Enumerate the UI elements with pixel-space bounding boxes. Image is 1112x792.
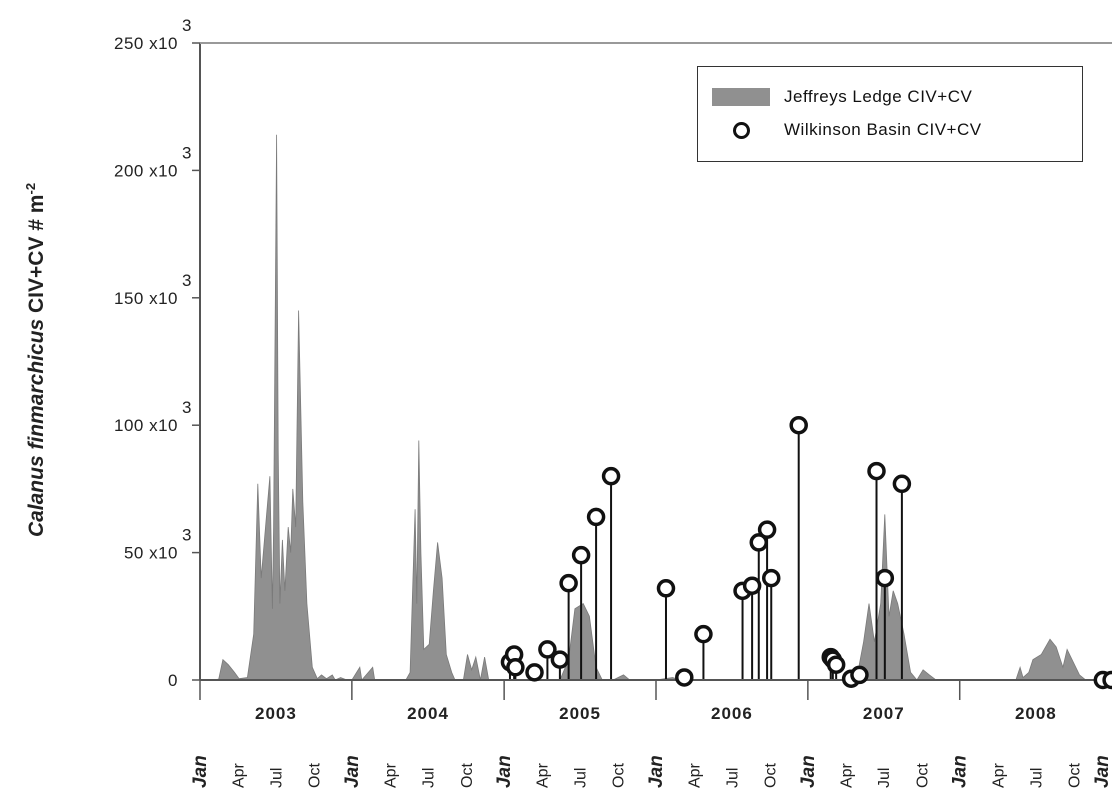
wilkinson-point (538, 640, 557, 659)
month-label: Oct (914, 763, 931, 788)
wilkinson-point (571, 545, 591, 565)
wilkinson-point (789, 415, 808, 435)
wilkinson-point (586, 507, 606, 527)
y-tick-exponent: 3 (182, 398, 191, 417)
y-axis-label: Calanus finmarchicus CIV+CV # m-2 (23, 183, 49, 537)
y-tick-label: 50 x10 (124, 544, 178, 563)
wilkinson-point (761, 568, 781, 588)
month-label: Apr (230, 762, 247, 788)
wilkinson-point (850, 665, 869, 685)
y-tick-exponent: 3 (182, 16, 191, 35)
y-tick-exponent: 3 (182, 271, 191, 290)
legend-item-wilkinson: Wilkinson Basin CIV+CV (712, 120, 982, 140)
month-label: Apr (838, 762, 855, 788)
legend-label-wilkinson: Wilkinson Basin CIV+CV (784, 120, 982, 139)
month-label: Oct (307, 763, 324, 788)
year-label: 2004 (407, 704, 449, 723)
y-axis-label-species: Calanus finmarchicus (25, 318, 48, 538)
month-label: Apr (686, 762, 703, 788)
wilkinson-point (826, 655, 846, 674)
month-label: Apr (535, 762, 552, 788)
month-label: Jul (1028, 768, 1045, 788)
wilkinson-point (550, 650, 570, 669)
month-label: Jan (646, 755, 667, 788)
month-label: Jan (494, 755, 515, 788)
wilkinson-point (1102, 670, 1112, 690)
wilkinson-point (749, 533, 769, 552)
month-label: Jan (798, 755, 819, 788)
month-label: Oct (459, 763, 476, 788)
legend-circle-marker (732, 121, 750, 139)
year-label: 2003 (255, 704, 297, 723)
year-label: 2008 (1015, 704, 1057, 723)
legend-item-jeffreys: Jeffreys Ledge CIV+CV (712, 87, 972, 107)
y-axis-label-exponent: -2 (23, 182, 38, 195)
wilkinson-point (867, 461, 886, 481)
y-tick-exponent: 3 (182, 143, 191, 162)
wilkinson-point (742, 576, 762, 595)
y-axis-label-units: CIV+CV # m (25, 194, 48, 319)
wilkinson-point (506, 658, 525, 677)
y-tick-label: 200 x10 (114, 161, 178, 180)
wilkinson-basin-marker-layer (500, 415, 1112, 690)
y-tick-label: 100 x10 (114, 416, 178, 435)
month-label: Apr (991, 762, 1008, 788)
month-label-last: Jan (1092, 755, 1112, 788)
month-label: Jan (342, 755, 363, 788)
wilkinson-point (601, 466, 621, 486)
month-label: Jan (190, 755, 211, 788)
y-tick-label: 250 x10 (114, 34, 178, 53)
wilkinson-point (525, 663, 544, 682)
jeffreys-ledge-area (200, 134, 1112, 681)
year-label: 2006 (711, 704, 753, 723)
y-tick-label: 0 (168, 671, 178, 690)
month-label: Jul (572, 768, 589, 788)
month-label: Jul (876, 768, 893, 788)
month-label: Jul (421, 768, 438, 788)
wilkinson-point (757, 520, 777, 539)
wilkinson-point (559, 573, 578, 593)
y-tick-exponent: 3 (182, 526, 191, 545)
month-label: Jan (950, 755, 971, 788)
year-label: 2007 (863, 704, 905, 723)
month-label: Apr (383, 762, 400, 788)
year-label: 2005 (559, 704, 601, 723)
legend-label-jeffreys: Jeffreys Ledge CIV+CV (784, 87, 973, 106)
wilkinson-point (892, 474, 912, 494)
month-label: Jul (268, 768, 285, 788)
jeffreys-ledge-area-layer (200, 134, 1112, 681)
month-label: Oct (1067, 763, 1084, 788)
month-label: Jul (724, 768, 741, 788)
month-label: Oct (763, 763, 780, 788)
wilkinson-point (875, 568, 895, 588)
wilkinson-point (675, 668, 694, 687)
wilkinson-point (656, 579, 676, 598)
legend-area-swatch (712, 88, 770, 106)
wilkinson-point (694, 624, 713, 644)
chart-legend: Jeffreys Ledge CIV+CV Wilkinson Basin CI… (697, 66, 1083, 162)
y-tick-label: 150 x10 (114, 289, 178, 308)
month-label: Oct (611, 763, 628, 788)
